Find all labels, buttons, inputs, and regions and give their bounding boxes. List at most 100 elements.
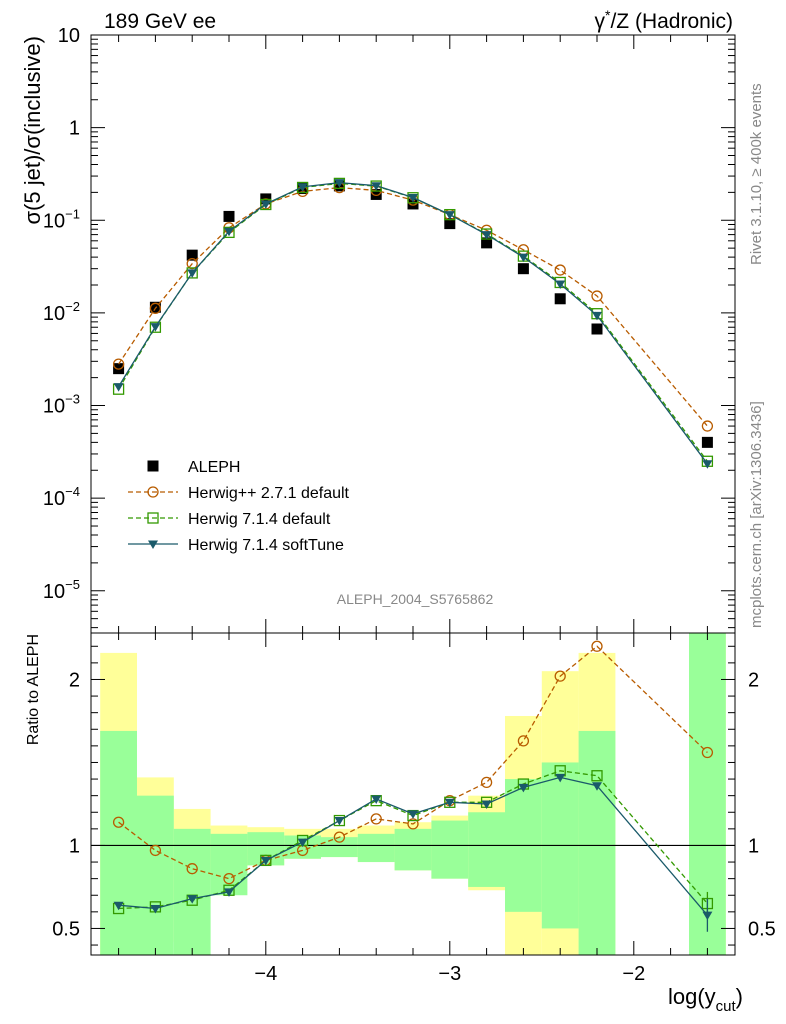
legend-marker-herwig-7-1-4-softtune [148, 540, 158, 549]
ratio-point-herwig-7-1-4-softtune [297, 838, 308, 848]
legend-label-aleph: ALEPH [188, 459, 240, 476]
stat-uncertainty-band [100, 730, 137, 955]
main-line-herwig-7-1-4-default [118, 182, 708, 462]
ratio-point-herwig-2-7-1-default [370, 813, 382, 825]
ratio-frame [90, 632, 736, 956]
stat-uncertainty-band [431, 820, 469, 879]
ratio-point-herwig-7-1-4-softtune [444, 798, 455, 808]
main-plot-area [112, 177, 714, 469]
stat-uncertainty-band [137, 795, 174, 955]
ratio-y-tick-label-right: 2 [748, 669, 759, 691]
ratio-point-herwig-7-1-4-softtune [260, 856, 271, 866]
main-y-tick-label: 10−1 [43, 206, 80, 232]
ratio-x-tick-label: −2 [622, 963, 645, 985]
ratio-point-herwig-2-7-1-default [223, 872, 235, 885]
ratio-plot-area [112, 640, 714, 932]
ratio-point-herwig-7-1-4-softtune [408, 810, 418, 819]
legend-marker-herwig-7-1-4-default [147, 512, 159, 524]
main-point-herwig-7-1-4-softtune [297, 183, 308, 192]
ratio-point-herwig-7-1-4-default [591, 770, 603, 782]
main-point-herwig-2-7-1-default [186, 258, 198, 270]
main-point-herwig-7-1-4-softtune [113, 383, 124, 392]
ratio-x-tick-label: −3 [438, 963, 461, 985]
mcplots-label: mcplots.cern.ch [arXiv:1306.3436] [748, 401, 765, 628]
main-y-ticks: 10−5 10−4 10−3 10−2 10−1 1 10 [43, 25, 735, 629]
ratio-y-tick-label: 0.5 [52, 918, 80, 940]
legend-label-herwig-7-1-4-default: Herwig 7.1.4 default [188, 511, 331, 528]
rivet-version-label: Rivet 3.1.10, ≥ 400k events [748, 83, 765, 265]
ratio-point-herwig-7-1-4-softtune [150, 905, 161, 914]
legend-label-herwig-7-1-4-softtune: Herwig 7.1.4 softTune [188, 537, 344, 554]
ratio-point-herwig-2-7-1-default [149, 844, 162, 857]
main-y-tick-label: 10−3 [43, 392, 80, 418]
main-point-aleph [407, 198, 419, 210]
main-point-herwig-7-1-4-softtune [224, 227, 234, 237]
main-y-tick-label: 10−5 [43, 577, 80, 603]
main-point-herwig-2-7-1-default [591, 290, 603, 302]
ratio-y-axis-title: Ratio to ALEPH [25, 634, 42, 745]
stat-uncertainty-band [173, 828, 211, 955]
main-point-herwig-7-1-4-softtune [481, 231, 492, 240]
main-point-aleph [591, 323, 603, 335]
ratio-y-tick-label: 1 [69, 835, 80, 857]
main-point-herwig-7-1-4-default [149, 321, 162, 333]
main-point-herwig-7-1-4-softtune [555, 280, 566, 290]
main-point-aleph [701, 436, 713, 448]
header-right: γ*/Z (Hadronic) [595, 7, 733, 33]
main-point-aleph [223, 210, 235, 222]
ratio-point-herwig-2-7-1-default [517, 735, 530, 747]
ratio-point-herwig-7-1-4-softtune [518, 783, 529, 793]
main-point-aleph [186, 249, 198, 261]
legend-marker-aleph [147, 460, 159, 472]
main-point-aleph [370, 188, 382, 200]
main-point-herwig-7-1-4-default [370, 180, 382, 192]
stat-uncertainty-band [578, 730, 616, 955]
stat-uncertainty-band [210, 833, 248, 896]
ratio-uncertainty-bands [100, 633, 726, 955]
main-point-herwig-2-7-1-default [149, 302, 162, 314]
main-point-herwig-7-1-4-softtune [444, 211, 455, 220]
ratio-point-herwig-7-1-4-softtune [113, 901, 124, 911]
main-point-herwig-7-1-4-default [407, 192, 419, 204]
main-point-herwig-7-1-4-softtune [408, 194, 418, 203]
main-line-herwig-2-7-1-default [118, 186, 708, 427]
main-point-aleph [481, 237, 493, 249]
main-point-herwig-2-7-1-default [701, 420, 714, 432]
ratio-y-tick-label: 2 [69, 669, 80, 691]
ratio-y-tick-label-right: 0.5 [748, 918, 776, 940]
ratio-line-herwig-7-1-4-default [118, 770, 708, 910]
main-y-axis-title: σ(5 jet)/σ(inclusive) [20, 36, 45, 225]
main-point-herwig-7-1-4-softtune [518, 253, 529, 263]
main-point-herwig-7-1-4-softtune [334, 179, 345, 188]
main-point-aleph [149, 301, 161, 313]
ratio-point-herwig-7-1-4-softtune [555, 773, 566, 783]
main-point-herwig-7-1-4-softtune [702, 460, 713, 469]
ratio-x-tick-label: −4 [254, 963, 277, 985]
main-point-aleph [517, 263, 529, 275]
ratio-point-herwig-7-1-4-softtune [592, 782, 602, 791]
ratio-point-herwig-7-1-4-softtune [224, 888, 234, 897]
legend-label-herwig-2-7-1-default: Herwig++ 2.7.1 default [188, 485, 350, 502]
main-y-tick-label: 10−4 [43, 484, 80, 510]
main-point-aleph [444, 218, 456, 230]
main-y-tick-label: 10 [58, 25, 80, 47]
main-point-herwig-7-1-4-softtune [592, 311, 602, 321]
ratio-x-ticks: −4 −3 −2 [118, 633, 708, 985]
main-point-herwig-2-7-1-default [112, 358, 125, 370]
ratio-point-herwig-2-7-1-default [186, 863, 198, 875]
main-point-herwig-7-1-4-softtune [150, 323, 161, 332]
ratio-point-herwig-2-7-1-default [112, 816, 125, 828]
main-point-herwig-7-1-4-softtune [371, 182, 382, 191]
main-y-tick-label: 10−2 [43, 299, 80, 325]
main-point-herwig-7-1-4-softtune [260, 200, 271, 209]
ratio-point-herwig-7-1-4-softtune [371, 795, 382, 804]
ratio-y-ticks: 0.5 0.5 1 1 2 2 [52, 645, 776, 946]
ratio-line-herwig-2-7-1-default [118, 645, 708, 880]
stat-uncertainty-band [468, 812, 505, 887]
main-point-aleph [554, 293, 566, 305]
header-left: 189 GeV ee [104, 10, 216, 33]
main-point-herwig-2-7-1-default [554, 264, 566, 276]
ratio-point-herwig-2-7-1-default [554, 670, 566, 682]
main-point-herwig-7-1-4-default [260, 198, 272, 211]
